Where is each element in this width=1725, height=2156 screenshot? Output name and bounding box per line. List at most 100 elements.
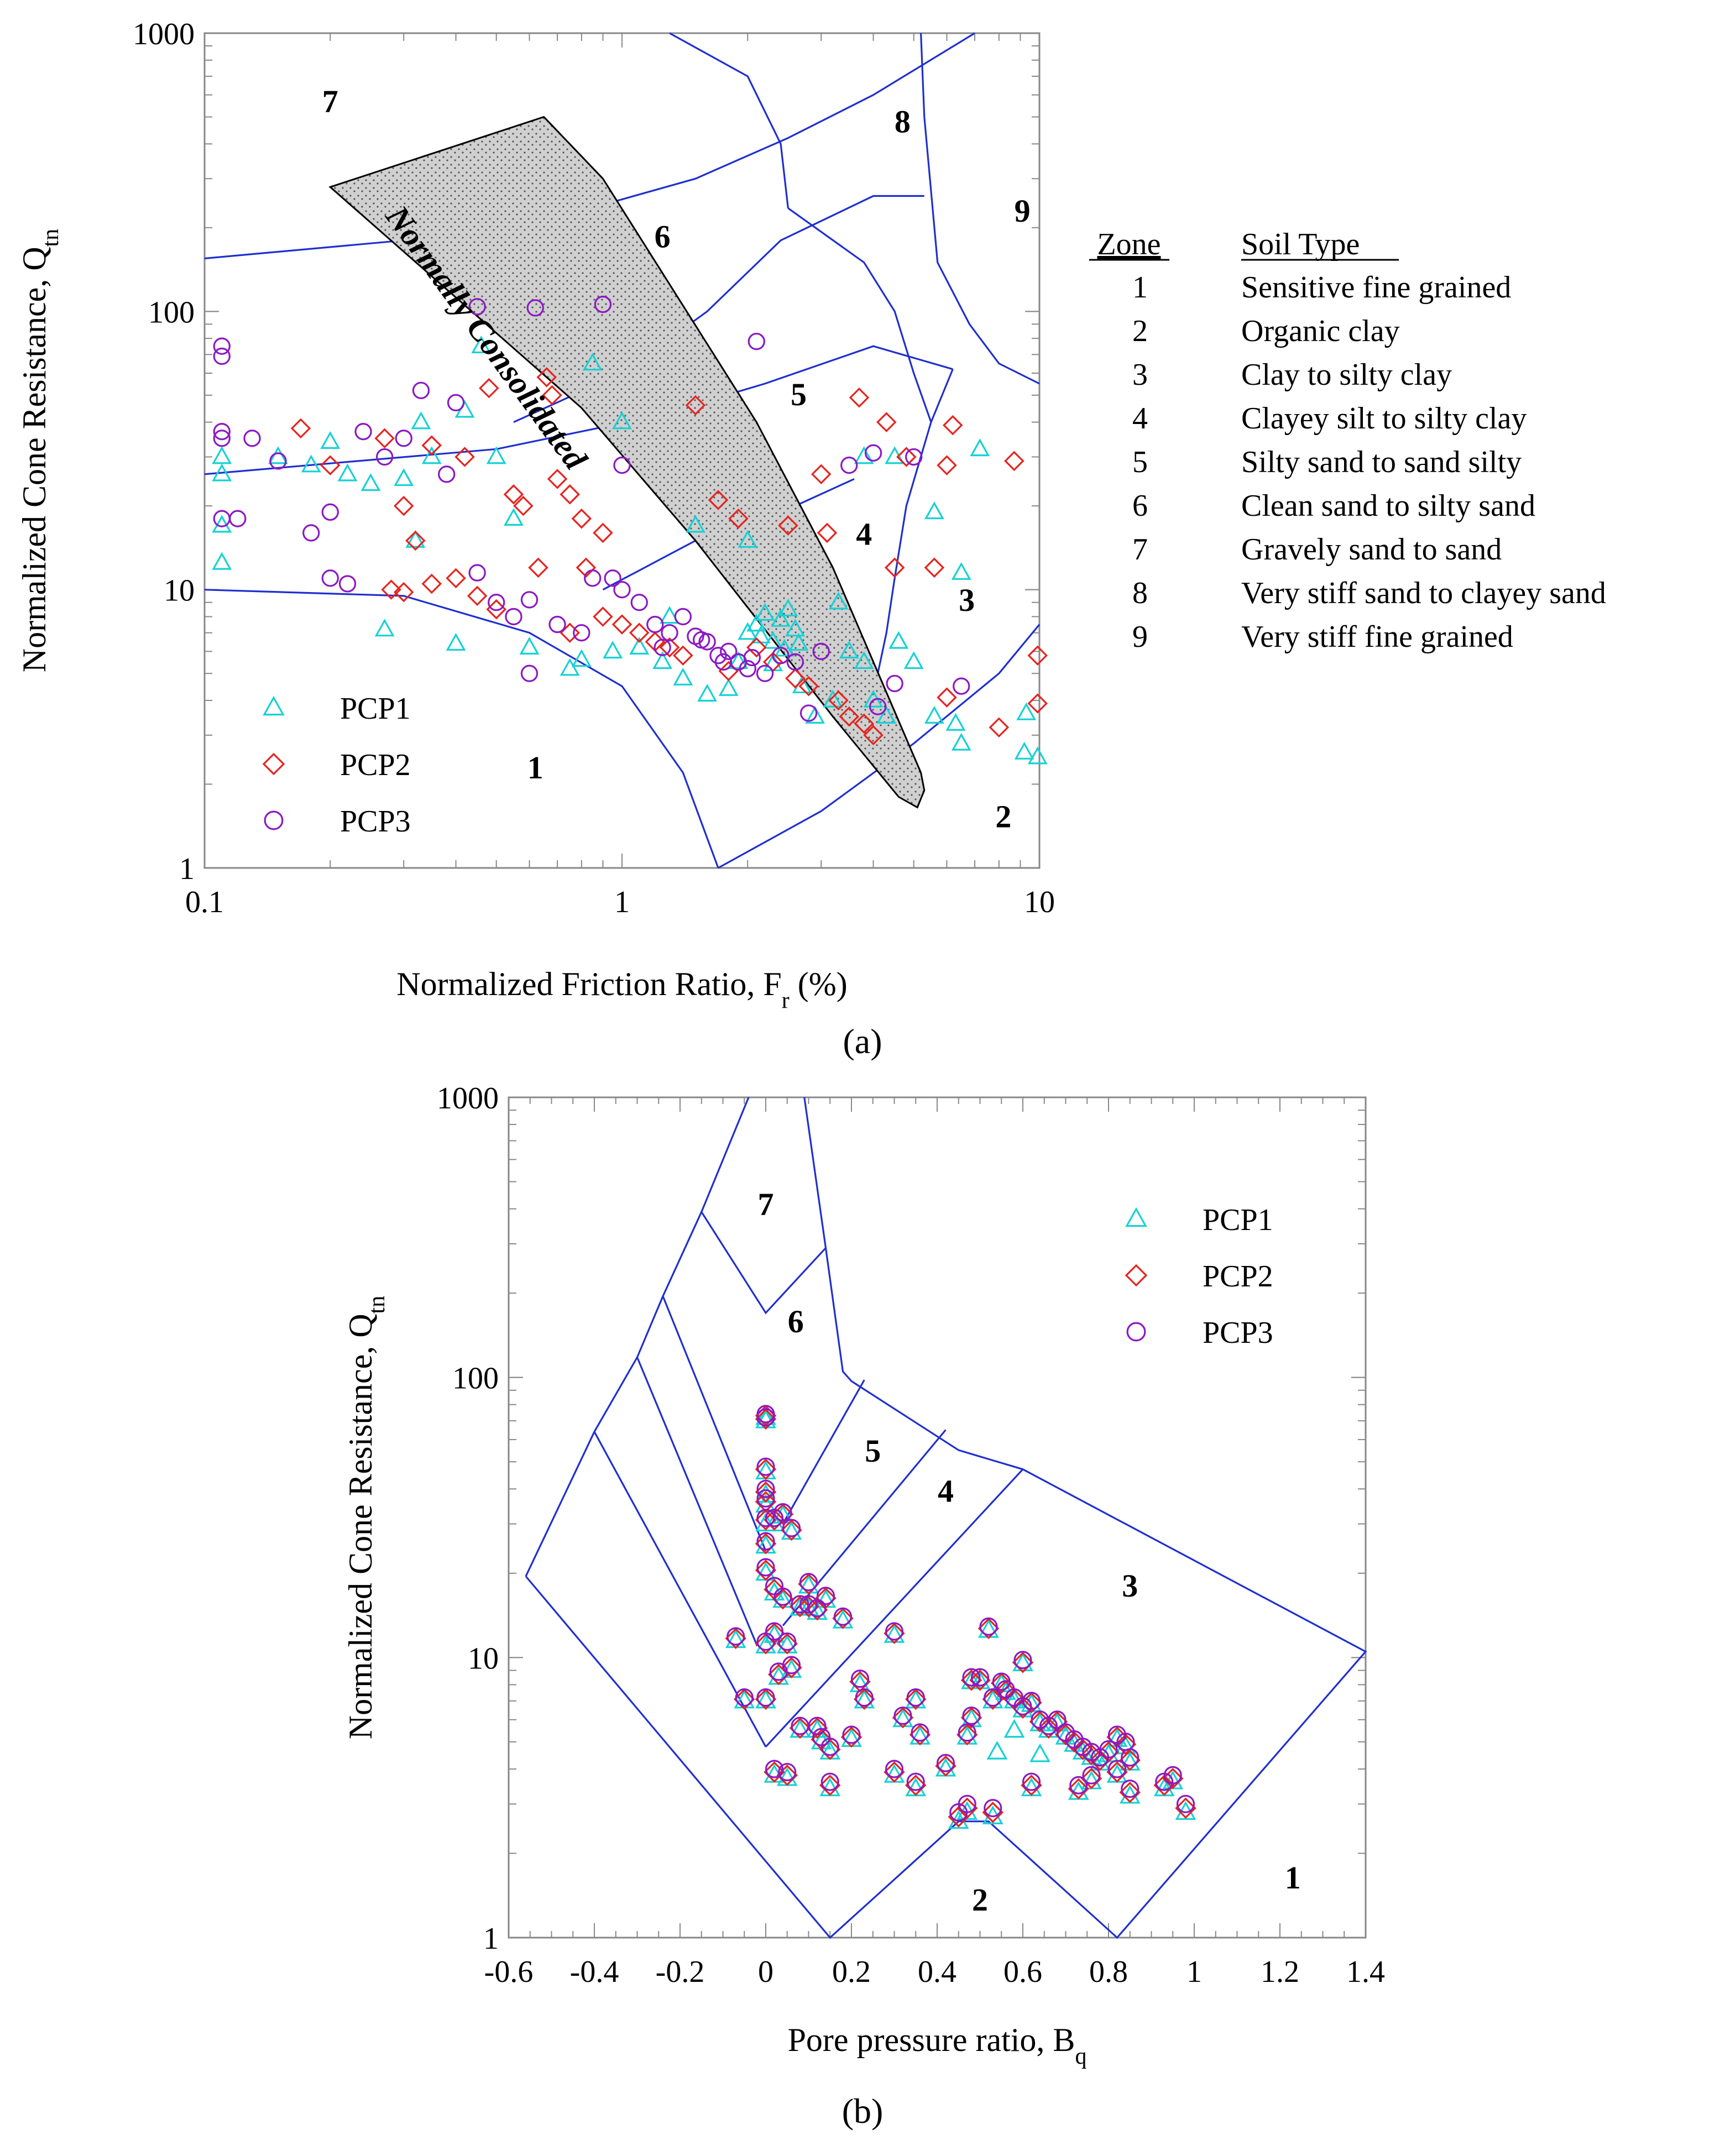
data-point-pcp2 <box>789 1595 811 1618</box>
data-point-pcp1 <box>660 606 679 624</box>
x-tick-label: 0 <box>758 1955 773 1989</box>
table-zone-number: 8 <box>1132 576 1148 610</box>
data-point-pcp3 <box>213 430 231 447</box>
data-point-pcp2 <box>659 637 680 658</box>
data-point-pcp3 <box>905 448 923 466</box>
data-point-pcp1 <box>823 689 843 708</box>
data-point-pcp2 <box>685 395 706 416</box>
data-point-pcp1 <box>301 454 321 473</box>
data-point-pcp3 <box>674 608 692 626</box>
data-point-pcp2 <box>755 1458 777 1480</box>
data-point-pcp2 <box>593 522 613 543</box>
data-point-pcp2 <box>725 1628 747 1650</box>
data-point-pcp1 <box>337 463 358 482</box>
zone-boundary-line <box>662 1296 767 1552</box>
data-point-pcp3 <box>438 465 456 483</box>
data-point-pcp2 <box>454 447 475 467</box>
data-point-pcp2 <box>467 585 488 606</box>
data-point-pcp2 <box>673 645 693 666</box>
data-point-pcp1 <box>876 705 897 724</box>
data-point-pcp2 <box>1027 693 1048 714</box>
x-tick-label: 0.1 <box>185 885 224 919</box>
data-point-pcp2 <box>755 1688 777 1710</box>
data-point-pcp3 <box>613 456 631 474</box>
data-point-pcp1 <box>1012 1652 1033 1672</box>
data-point-pcp3 <box>1107 1760 1127 1778</box>
data-point-pcp3 <box>1099 1740 1118 1759</box>
data-point-pcp2 <box>1106 1761 1128 1783</box>
data-point-pcp2 <box>1021 1775 1042 1796</box>
chart-a-zone-boundaries <box>204 32 1041 869</box>
data-point-pcp2 <box>978 1618 1000 1640</box>
data-point-pcp3 <box>630 594 648 611</box>
data-point-pcp2 <box>503 484 524 505</box>
data-point-pcp2 <box>611 614 632 635</box>
data-point-pcp2 <box>290 418 311 439</box>
zone-label: 5 <box>865 1433 881 1469</box>
data-point-pcp1 <box>394 468 414 486</box>
data-point-pcp3 <box>743 648 761 667</box>
chart-a-y-tick-labels: 1 10 100 1000 <box>133 17 195 886</box>
data-point-pcp3 <box>962 1668 981 1687</box>
data-point-pcp3 <box>229 510 247 527</box>
data-point-pcp2 <box>718 661 739 682</box>
table-zone-number: 4 <box>1132 401 1148 436</box>
data-point-pcp2 <box>990 1672 1012 1694</box>
data-point-pcp3 <box>584 569 602 587</box>
data-point-pcp1 <box>652 651 673 669</box>
data-point-pcp2 <box>733 1688 755 1710</box>
y-tick-label: 100 <box>452 1362 499 1396</box>
data-point-pcp1 <box>212 552 232 570</box>
data-point-pcp2 <box>374 428 395 449</box>
y-tick-label: 1000 <box>133 17 195 51</box>
data-point-pcp3 <box>885 1622 904 1641</box>
data-point-pcp2 <box>832 1608 854 1629</box>
data-point-pcp1 <box>771 609 791 627</box>
legend-marker-pcp3 <box>264 810 284 830</box>
zone-boundary-line <box>718 624 1041 869</box>
data-point-pcp1 <box>571 649 592 667</box>
data-point-pcp1 <box>411 411 431 430</box>
data-point-pcp3 <box>799 1595 818 1614</box>
data-point-pcp2 <box>819 1739 841 1760</box>
data-point-pcp2 <box>876 412 897 432</box>
data-point-pcp2 <box>776 1633 798 1655</box>
table-soil-type: Sensitive fine grained <box>1241 270 1511 305</box>
data-point-pcp3 <box>906 1772 925 1791</box>
data-point-pcp1 <box>612 411 632 430</box>
data-point-pcp3 <box>604 569 621 587</box>
data-point-pcp2 <box>1162 1767 1184 1789</box>
data-point-pcp1 <box>446 632 466 651</box>
data-point-pcp1 <box>924 501 944 520</box>
zone-label: 8 <box>895 103 911 139</box>
data-point-pcp3 <box>756 1509 775 1527</box>
data-point-pcp2 <box>806 1717 828 1739</box>
zone-label: 3 <box>959 582 975 618</box>
data-point-pcp1 <box>582 353 603 371</box>
data-point-pcp1 <box>951 732 971 751</box>
data-point-pcp3 <box>213 347 231 365</box>
data-point-pcp2 <box>960 1707 982 1729</box>
data-point-pcp1 <box>828 592 849 610</box>
data-point-pcp2 <box>381 579 401 600</box>
data-point-pcp3 <box>936 1754 955 1772</box>
data-point-pcp2 <box>924 557 945 578</box>
data-point-pcp2 <box>884 557 905 578</box>
legend-label-pcp3: PCP3 <box>1203 1316 1273 1350</box>
data-point-pcp2 <box>989 717 1010 738</box>
zone-label: 7 <box>322 83 338 119</box>
data-point-pcp3 <box>302 524 320 542</box>
data-point-pcp3 <box>773 1503 792 1522</box>
data-point-pcp1 <box>603 641 623 659</box>
table-header-zone: Zone <box>1097 227 1161 261</box>
data-point-pcp3 <box>1082 1766 1101 1785</box>
data-point-pcp2 <box>547 469 568 489</box>
data-point-pcp3 <box>646 615 664 634</box>
data-point-pcp3 <box>840 456 858 474</box>
data-point-pcp2 <box>982 1802 1004 1823</box>
data-point-pcp3 <box>654 639 671 656</box>
data-point-pcp2 <box>1175 1797 1196 1819</box>
data-point-pcp2 <box>755 1560 777 1581</box>
data-point-pcp3 <box>520 664 539 682</box>
data-point-pcp3 <box>855 1688 874 1707</box>
